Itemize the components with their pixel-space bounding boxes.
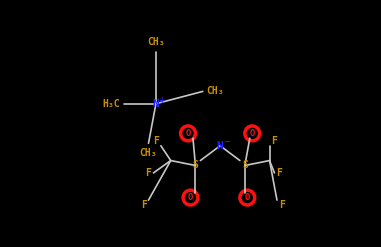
Text: CH₃: CH₃	[207, 86, 224, 96]
Text: CH₃: CH₃	[140, 148, 157, 158]
Text: F: F	[146, 168, 151, 178]
Text: S: S	[192, 161, 199, 170]
Text: −: −	[223, 138, 230, 146]
Text: O: O	[185, 129, 191, 138]
Text: O: O	[250, 129, 255, 138]
Text: F: F	[141, 200, 147, 210]
Text: F: F	[153, 136, 159, 146]
Text: CH₃: CH₃	[147, 37, 165, 47]
Text: F: F	[279, 200, 285, 210]
Text: H₃C: H₃C	[102, 99, 120, 109]
Text: F: F	[272, 136, 277, 146]
Text: +: +	[158, 96, 165, 104]
Text: S: S	[242, 161, 248, 170]
Text: O: O	[188, 193, 193, 202]
Text: F: F	[277, 168, 282, 178]
Text: O: O	[245, 193, 250, 202]
Text: N: N	[152, 99, 159, 109]
Text: N: N	[217, 141, 224, 151]
